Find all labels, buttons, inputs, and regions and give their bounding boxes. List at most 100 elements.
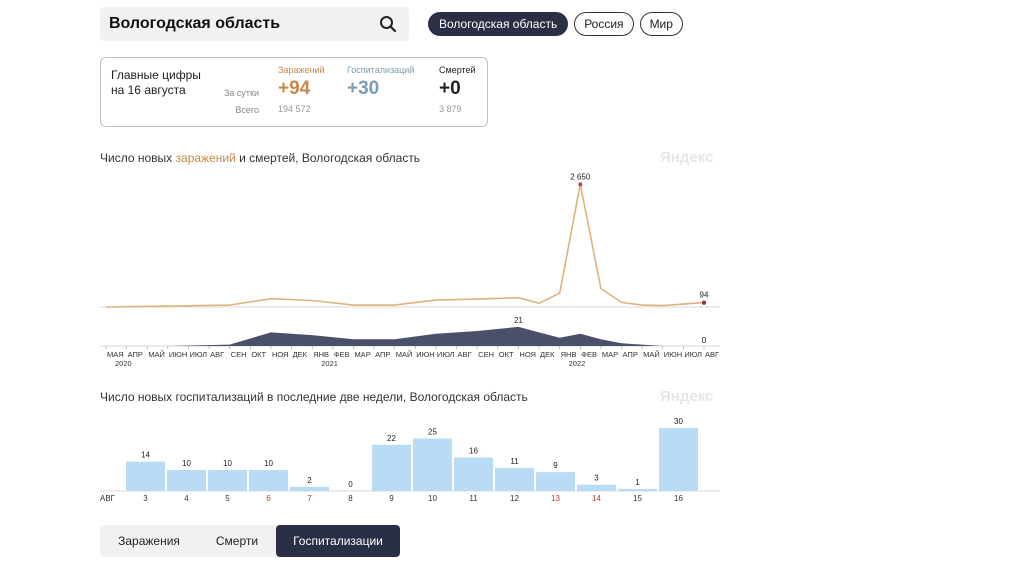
x-tick-label: ИЮН [664,350,682,359]
hosp-day-label: 9 [389,494,394,503]
x-tick-label: МАЙ [148,350,165,359]
hosp-day-label: 3 [143,494,148,503]
row-label-total: Всего [235,105,259,115]
hosp-month-label: АВГ [100,494,116,503]
hosp-value-label: 30 [674,417,683,426]
x-tick-label: ОКТ [251,350,266,359]
x-tick-label: МАР [354,350,370,359]
stat-infections-day: +94 [278,78,311,99]
cases-peak-label: 2 650 [570,172,591,181]
hosp-day-label: 5 [225,494,230,503]
x-tick-label: ИЮЛ [189,350,207,359]
stat-hospitalizations: Госпитализаций +30 [347,65,414,104]
pill-russia[interactable]: Россия [574,12,634,36]
x-tick-label: АПР [623,350,638,359]
hosp-value-label: 10 [182,459,191,468]
hosp-bar [290,486,329,491]
search-input[interactable]: Вологодская область [109,15,281,32]
hosp-value-label: 14 [141,451,150,460]
search-box[interactable]: Вологодская область [100,7,409,41]
x-tick-label: АВГ [705,350,719,359]
tab-infections[interactable]: Заражения [118,534,180,548]
pill-region[interactable]: Вологодская область [428,12,569,36]
hosp-value-label: 9 [553,461,558,470]
hosp-bar [495,467,534,491]
hosp-value-label: 2 [307,476,312,485]
stat-hosp-day: +30 [347,78,380,99]
hosp-value-label: 1 [635,478,640,487]
search-icon[interactable] [379,15,397,33]
x-tick-label: ЯНВ [313,350,329,359]
x-tick-label: МАР [602,350,618,359]
x-tick-label: ИЮН [169,350,187,359]
tab-hospitalizations[interactable]: Госпитализации [276,525,400,557]
chart1-title-highlight: заражений [175,151,236,165]
x-tick-label: ФЕВ [334,350,350,359]
x-tick-label: НОЯ [519,350,536,359]
summary-title-text: Главные цифры [111,68,201,82]
hosp-bar [536,472,575,491]
x-tick-label: СЕН [478,350,494,359]
x-tick-label: ЯНВ [561,350,577,359]
metric-tabs: Заражения Смерти Госпитализации [100,525,400,557]
stat-deaths-label: Смертей [439,65,476,75]
deaths-area [106,326,704,346]
row-label-day: За сутки [223,88,259,98]
stat-hosp-label: Госпитализаций [347,65,415,75]
hosp-value-label: 11 [510,457,519,466]
hosp-value-label: 22 [387,434,396,443]
x-tick-label: ДЕК [540,350,555,359]
hosp-value-label: 3 [594,474,599,483]
hosp-bar [372,444,411,491]
hosp-bar [618,488,657,491]
stat-infections: Заражений +94 194 572 [278,65,325,114]
hosp-day-label: 12 [510,494,519,503]
hosp-day-label: 16 [674,494,683,503]
hosp-value-label: 0 [348,480,353,489]
chart2-watermark: Яндекс [660,388,714,405]
pill-world[interactable]: Мир [639,12,683,36]
cases-line [105,184,705,308]
summary-title: Главные цифры на 16 августа [111,68,201,98]
hosp-bar [126,461,165,491]
x-tick-label: МАЯ [107,350,124,359]
hosp-value-label: 10 [264,459,273,468]
hosp-day-label: 8 [348,494,353,503]
hosp-bar [577,484,616,491]
tab-deaths[interactable]: Смерти [215,534,259,548]
hosp-day-label: 10 [428,494,437,503]
x-tick-label: ФЕВ [581,350,597,359]
hosp-day-label: 13 [551,494,560,503]
hospitalizations-chart: АВГ 14 3 10 4 10 5 10 6 2 7 0 8 22 9 25 10 16 11 11 12 9 13 3 14… [100,417,720,503]
x-tick-label: АПР [128,350,143,359]
hosp-day-label: 6 [266,494,271,503]
summary-date: на 16 августа [111,83,186,97]
stat-deaths: Смертей +0 3 879 [439,65,476,114]
x-tick-label: СЕН [231,350,247,359]
x-tick-label: МАЙ [396,350,413,359]
hosp-bar [413,438,452,491]
hosp-day-label: 7 [307,494,312,503]
hosp-value-label: 10 [223,459,232,468]
hosp-value-label: 25 [428,428,437,437]
deaths-last-label: 0 [702,336,707,345]
x-tick-label: АВГ [210,350,224,359]
hosp-bar [167,470,206,491]
stat-infections-label: Заражений [278,65,325,75]
hosp-day-label: 11 [469,494,478,503]
hosp-value-label: 16 [469,446,478,455]
chart1-title: Число новых заражений и смертей, Вологод… [100,151,420,165]
hosp-bar [249,470,288,491]
x-tick-label: ИЮН [416,350,434,359]
stat-deaths-total: 3 879 [439,104,462,114]
stat-deaths-day: +0 [439,78,461,99]
chart1-title-post: и смертей, Вологодская область [235,151,421,165]
hosp-bar [659,428,698,491]
hosp-bar [208,470,247,491]
x-tick-label: ДЕК [293,350,308,359]
x-tick-label: ОКТ [499,350,514,359]
x-year-label: 2022 [569,359,586,368]
cases-last-label: 94 [700,291,709,300]
hosp-day-label: 14 [592,494,601,503]
